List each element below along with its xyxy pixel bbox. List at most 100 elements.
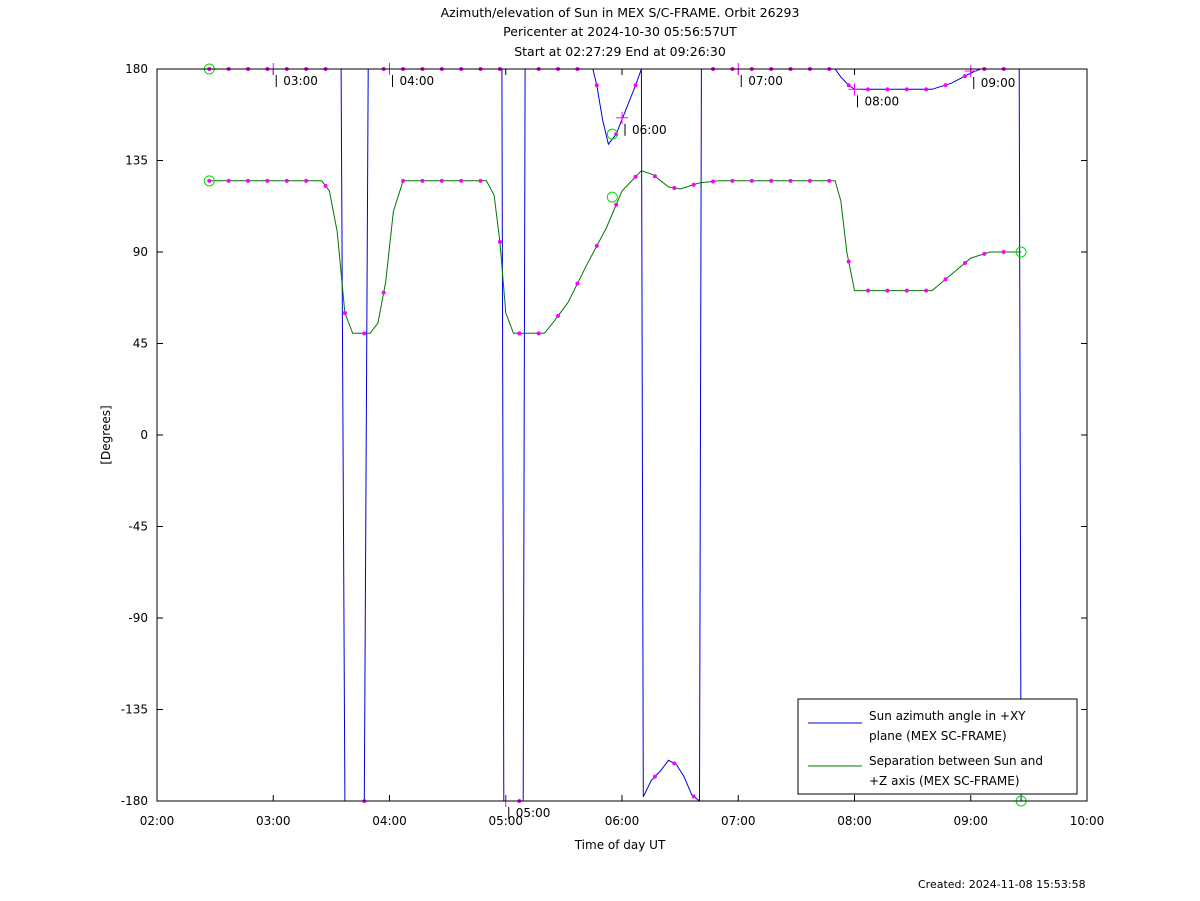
created-timestamp: Created: 2024-11-08 15:53:58 bbox=[918, 878, 1086, 891]
legend: Sun azimuth angle in +XY plane (MEX SC-F… bbox=[797, 698, 1078, 795]
y-tick-label: 135 bbox=[125, 154, 148, 168]
azimuth-sample-dot bbox=[904, 87, 909, 92]
y-tick-label: -45 bbox=[128, 520, 148, 534]
hour-label: 04:00 bbox=[400, 74, 435, 88]
separation-sample-dot bbox=[459, 178, 464, 183]
separation-sample-dot bbox=[885, 288, 890, 293]
separation-sample-dot bbox=[827, 178, 832, 183]
y-axis-label: [Degrees] bbox=[99, 405, 113, 464]
x-tick-label: 07:00 bbox=[721, 814, 756, 828]
y-tick-label: 45 bbox=[133, 337, 148, 351]
axes: 02:00 03:00 04:00 05:00 06:00 07:00 08:00 09:00… bbox=[121, 62, 1105, 828]
y-tick-label: -135 bbox=[121, 703, 148, 717]
y-tick-label: 180 bbox=[125, 62, 148, 76]
separation-sample-dot bbox=[691, 182, 696, 187]
hour-label: 03:00 bbox=[283, 74, 318, 88]
separation-sample-dot bbox=[381, 290, 386, 295]
azimuth-sample-dot bbox=[866, 87, 871, 92]
separation-sample-dot bbox=[246, 178, 251, 183]
legend-label-azimuth-line1: Sun azimuth angle in +XY bbox=[869, 709, 1026, 723]
x-tick-label: 04:00 bbox=[372, 814, 407, 828]
azimuth-sample-dot bbox=[633, 83, 638, 88]
azimuth-sample-dot bbox=[885, 87, 890, 92]
marker-layer: 03:00 04:00 05:00 06:00 07:00 08:00 09:00 bbox=[203, 63, 1027, 820]
legend-box bbox=[797, 698, 1078, 795]
x-axis-label: Time of day UT bbox=[574, 838, 666, 852]
y-tick-label: 0 bbox=[140, 428, 148, 442]
separation-sample-dot bbox=[904, 288, 909, 293]
azimuth-sample-dot bbox=[652, 774, 657, 779]
series-separation-line bbox=[209, 170, 1022, 334]
hour-label: 05:00 bbox=[516, 806, 551, 820]
x-tick-label: 10:00 bbox=[1070, 814, 1105, 828]
hour-label: 08:00 bbox=[865, 94, 900, 108]
separation-sample-dot bbox=[633, 174, 638, 179]
azimuth-sample-dot bbox=[962, 74, 967, 79]
x-tick-label: 05:00 bbox=[488, 814, 523, 828]
separation-sample-dot bbox=[342, 311, 347, 315]
azimuth-sample-dot bbox=[943, 83, 948, 88]
azimuth-sample-dot bbox=[846, 83, 851, 88]
separation-sample-dot bbox=[362, 331, 367, 336]
separation-sample-dot bbox=[265, 178, 270, 183]
legend-label-separation-line1: Separation between Sun and bbox=[869, 754, 1043, 768]
series-layer bbox=[209, 68, 1022, 803]
x-tick-label: 09:00 bbox=[953, 814, 988, 828]
legend-label-azimuth-line2: plane (MEX SC-FRAME) bbox=[869, 729, 1007, 743]
separation-endpoint-ring bbox=[1015, 246, 1027, 258]
separation-sample-dot bbox=[769, 178, 774, 183]
separation-sample-dot bbox=[711, 179, 716, 184]
separation-sample-dot bbox=[575, 281, 580, 286]
separation-sample-dot bbox=[730, 178, 735, 183]
separation-sample-dot bbox=[323, 183, 328, 188]
azimuth-sample-dot bbox=[691, 794, 696, 799]
pericenter-marker bbox=[606, 191, 618, 203]
chart-subtitle-pericenter: Pericenter at 2024-10-30 05:56:57UT bbox=[503, 24, 737, 39]
y-tick-label: 90 bbox=[133, 245, 148, 259]
separation-sample-dot bbox=[749, 178, 754, 183]
separation-sample-dot bbox=[962, 260, 967, 265]
separation-sample-dot bbox=[304, 178, 309, 183]
x-tick-label: 03:00 bbox=[256, 814, 291, 828]
separation-sample-dot bbox=[982, 251, 987, 256]
separation-sample-dot bbox=[478, 178, 483, 183]
y-tick-label: -180 bbox=[121, 794, 148, 808]
chart-header: Azimuth/elevation of Sun in MEX S/C-FRAM… bbox=[441, 5, 800, 59]
separation-sample-dot bbox=[652, 174, 657, 179]
hour-label: 06:00 bbox=[632, 123, 667, 137]
separation-sample-dot bbox=[284, 178, 289, 183]
separation-sample-dot bbox=[594, 243, 599, 248]
chart-subtitle-start-end: Start at 02:27:29 End at 09:26:30 bbox=[514, 44, 726, 59]
legend-label-separation-line2: +Z axis (MEX SC-FRAME) bbox=[869, 774, 1020, 788]
x-tick-label: 02:00 bbox=[140, 814, 175, 828]
separation-sample-dot bbox=[420, 178, 425, 183]
separation-sample-dot bbox=[1001, 250, 1006, 254]
x-tick-label: 06:00 bbox=[605, 814, 640, 828]
azimuth-sample-dot bbox=[594, 83, 599, 88]
separation-sample-dot bbox=[807, 178, 812, 183]
hour-label: 07:00 bbox=[748, 74, 783, 88]
x-tick-label: 08:00 bbox=[837, 814, 872, 828]
chart-title: Azimuth/elevation of Sun in MEX S/C-FRAM… bbox=[441, 5, 800, 20]
separation-sample-dot bbox=[672, 185, 677, 190]
pericenter-marker bbox=[606, 128, 618, 140]
series-azimuth-line bbox=[209, 68, 1022, 803]
plot-frame bbox=[156, 68, 1088, 802]
azimuth-sample-dot bbox=[924, 87, 929, 92]
separation-sample-dot bbox=[401, 178, 406, 183]
separation-sample-dot bbox=[226, 178, 231, 183]
azimuth-sample-dot bbox=[672, 761, 677, 766]
separation-sample-dot bbox=[943, 277, 948, 282]
separation-sample-dot bbox=[497, 239, 502, 244]
separation-sample-dot bbox=[517, 331, 522, 336]
separation-sample-dot bbox=[846, 259, 851, 264]
separation-endpoint-ring bbox=[203, 175, 215, 187]
separation-sample-dot bbox=[924, 288, 929, 293]
separation-sample-dot bbox=[207, 178, 212, 183]
separation-sample-dot bbox=[536, 331, 541, 336]
separation-sample-dot bbox=[556, 313, 561, 318]
y-tick-label: -90 bbox=[128, 611, 148, 625]
separation-sample-dot bbox=[866, 288, 871, 293]
separation-sample-dot bbox=[614, 202, 619, 207]
